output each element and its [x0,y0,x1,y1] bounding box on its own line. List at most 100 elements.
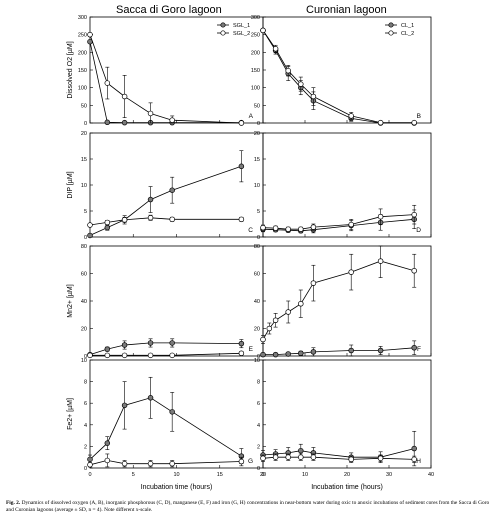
y-axis-label: DIP [µM] [67,171,74,198]
y-tick-label: 200 [78,50,87,56]
y-tick-label: 4 [257,423,260,429]
series-line [262,260,415,340]
panel-frame [89,245,264,357]
data-point [298,226,304,232]
data-point [348,269,354,275]
y-tick-label: 20 [254,327,260,333]
data-point [411,445,417,452]
data-point [411,119,417,126]
data-point [87,352,93,359]
y-tick-label: 0 [84,354,87,360]
figure-panels: Incubation time (hours) Incubation time (… [67,15,434,491]
series-sgl-1-g [87,376,245,464]
y-tick-label: 0 [257,235,260,241]
data-point [238,350,245,357]
x-tick-label: 40 [428,472,434,478]
series-cl-2-f [260,245,417,344]
data-point [87,462,93,468]
y-tick-label: 50 [254,103,260,109]
y-tick-label: 20 [81,131,87,137]
data-point [169,409,175,415]
series-sgl-1-c [87,150,245,239]
y-tick-label: 40 [254,299,260,305]
panel-h: 0 2 4 6 8 10 0 10 20 30 40 H [254,358,434,478]
legend-label: SGL_2 [233,31,250,37]
panel-letter: E [249,346,254,353]
y-axis-label: Fe2+ [µM] [67,398,74,430]
data-point [377,455,384,462]
y-tick-label: 15 [254,157,260,163]
series-line [89,217,242,226]
series-cl-2-b [260,27,417,126]
data-point [260,455,266,462]
data-point [104,219,111,226]
data-point [310,349,317,355]
data-point [377,258,384,264]
y-tick-label: 4 [84,423,87,429]
y-tick-label: 0 [257,466,260,472]
data-point [238,120,245,126]
y-tick-label: 300 [251,15,260,21]
x-tick-label: 5 [132,472,135,478]
y-tick-label: 40 [81,299,87,305]
x-axis-label-left: Incubation time (hours) [141,484,213,491]
y-tick-label: 300 [78,15,87,21]
data-point [285,67,291,74]
series-sgl-2-g [87,453,245,468]
series-line [89,459,242,466]
data-point [169,460,175,467]
data-point [169,340,175,346]
y-tick-label: 20 [81,327,87,333]
data-point [348,113,354,119]
series-line [89,342,242,355]
x-tick-label: 0 [88,472,91,478]
data-point [147,196,154,203]
data-point [411,211,417,218]
data-point [285,226,291,232]
series-sgl-2-c [87,214,245,228]
panel-letter: H [416,458,421,465]
data-point [121,352,128,359]
data-point [238,458,245,465]
y-tick-label: 60 [254,272,260,278]
data-point [298,350,304,357]
panel-letter: A [249,113,254,120]
x-tick-label: 20 [260,472,266,478]
x-tick-label: 0 [261,472,264,478]
y-tick-label: 0 [84,235,87,241]
y-tick-label: 10 [254,183,260,189]
series-line [89,397,242,460]
y-tick-label: 200 [251,50,260,56]
data-point [238,340,245,347]
y-tick-label: 5 [84,209,87,215]
y-tick-label: 100 [251,86,260,92]
data-point [298,301,304,307]
y-tick-label: 10 [81,183,87,189]
y-tick-label: 6 [257,401,260,407]
data-point [272,46,279,52]
y-tick-label: 20 [254,131,260,137]
data-point [104,119,111,126]
data-point [147,352,154,359]
series-cl-1-f [260,340,417,358]
y-tick-label: 10 [254,358,260,364]
data-point [260,336,266,343]
data-point [377,347,384,354]
series-sgl-2-a [87,31,245,126]
series-cl-1-h [260,430,417,467]
data-point [348,456,354,463]
legend-label: CL_2 [401,31,414,37]
data-point [87,31,93,38]
data-point [169,117,175,123]
legend-label: SGL_1 [233,23,250,29]
data-point [147,395,154,401]
legend-marker [388,30,394,36]
y-tick-label: 0 [257,354,260,360]
data-point [411,268,417,274]
data-point [285,309,291,315]
y-axis-label: Mn2+ [µM] [67,284,74,317]
x-tick-label: 15 [217,472,223,478]
figure-caption: Fig. 2. Dynamics of dissolved oxygen (A,… [6,500,490,514]
data-point [104,224,111,231]
